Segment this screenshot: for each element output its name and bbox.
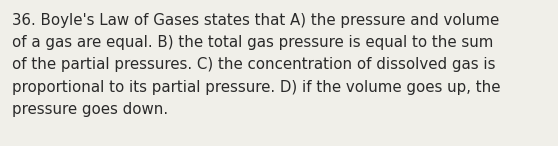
Text: 36. Boyle's Law of Gases states that A) the pressure and volume
of a gas are equ: 36. Boyle's Law of Gases states that A) …	[12, 13, 501, 117]
